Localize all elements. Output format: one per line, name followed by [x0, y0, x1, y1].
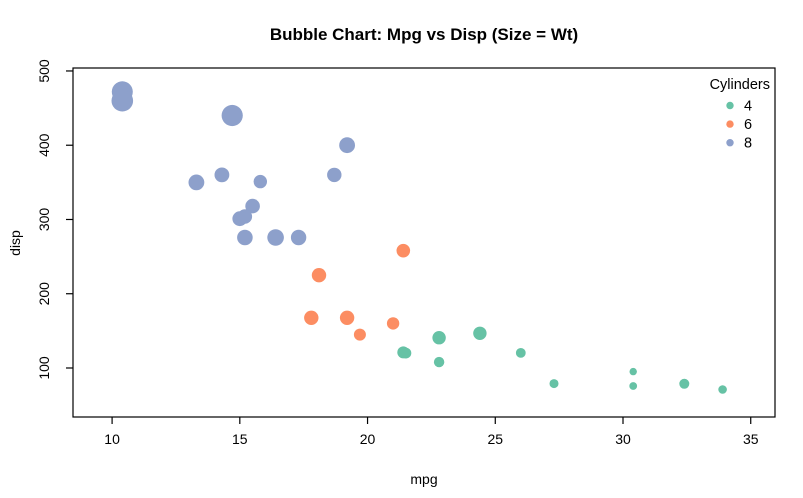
legend-items: 4 6 8 [726, 99, 752, 152]
legend-label-8-cyl: 8 [744, 136, 752, 152]
y-tick-label: 200 [36, 282, 52, 306]
y-tick-label: 500 [36, 59, 52, 83]
bubble-point [245, 198, 260, 214]
x-tick-label: 30 [615, 431, 631, 447]
bubble-point [397, 346, 410, 359]
legend-marker-4-cyl [726, 101, 734, 110]
x-tick-label: 35 [743, 431, 759, 447]
legend-marker-6-cyl [726, 120, 734, 128]
bubble-point [629, 367, 637, 376]
legend-label-4-cyl: 4 [744, 99, 752, 115]
bubble-point [311, 268, 327, 283]
legend-title: Cylinders [710, 77, 770, 93]
plot-box [72, 67, 776, 418]
bubble-point [433, 356, 445, 368]
y-axis: 100 200 300 400 500 [36, 59, 73, 380]
bubble-point [515, 348, 526, 358]
bubble-point [473, 326, 487, 340]
bubble-point [339, 310, 355, 325]
x-axis: 10 15 20 25 30 35 [104, 417, 759, 447]
bubble-point [629, 382, 638, 390]
bubble-point [267, 229, 284, 246]
bubble-point [221, 104, 243, 127]
x-tick-label: 15 [232, 431, 248, 447]
bubble-point [290, 229, 307, 246]
series-4-cyl [397, 326, 727, 394]
bubble-point [253, 174, 267, 189]
bubble-point [111, 89, 134, 112]
series-8-cyl [111, 81, 355, 246]
legend: Cylinders 4 6 8 [710, 77, 770, 152]
bubble-point [232, 211, 248, 227]
bubble-point [353, 328, 366, 341]
y-axis-label: disp [7, 230, 23, 256]
y-tick-label: 400 [36, 133, 52, 157]
chart-title: Bubble Chart: Mpg vs Disp (Size = Wt) [270, 25, 578, 44]
points-layer [111, 81, 727, 394]
bubble-point [396, 243, 411, 258]
legend-label-6-cyl: 6 [744, 117, 752, 133]
bubble-point [304, 310, 319, 325]
legend-marker-8-cyl [726, 139, 734, 147]
series-6-cyl [304, 243, 411, 341]
y-tick-label: 100 [36, 356, 52, 380]
x-tick-label: 25 [487, 431, 503, 447]
x-tick-label: 10 [104, 431, 120, 447]
bubble-point [718, 385, 727, 394]
bubble-point [237, 229, 253, 246]
bubble-point [327, 167, 342, 183]
bubble-point [432, 331, 446, 345]
x-tick-label: 20 [360, 431, 376, 447]
bubble-point [549, 379, 559, 389]
bubble-point [339, 137, 355, 154]
bubble-point [214, 167, 230, 183]
bubble-point [188, 174, 205, 191]
bubble-point [386, 317, 400, 330]
x-axis-label: mpg [410, 471, 437, 487]
bubble-point [679, 378, 690, 389]
y-tick-label: 300 [36, 208, 52, 232]
